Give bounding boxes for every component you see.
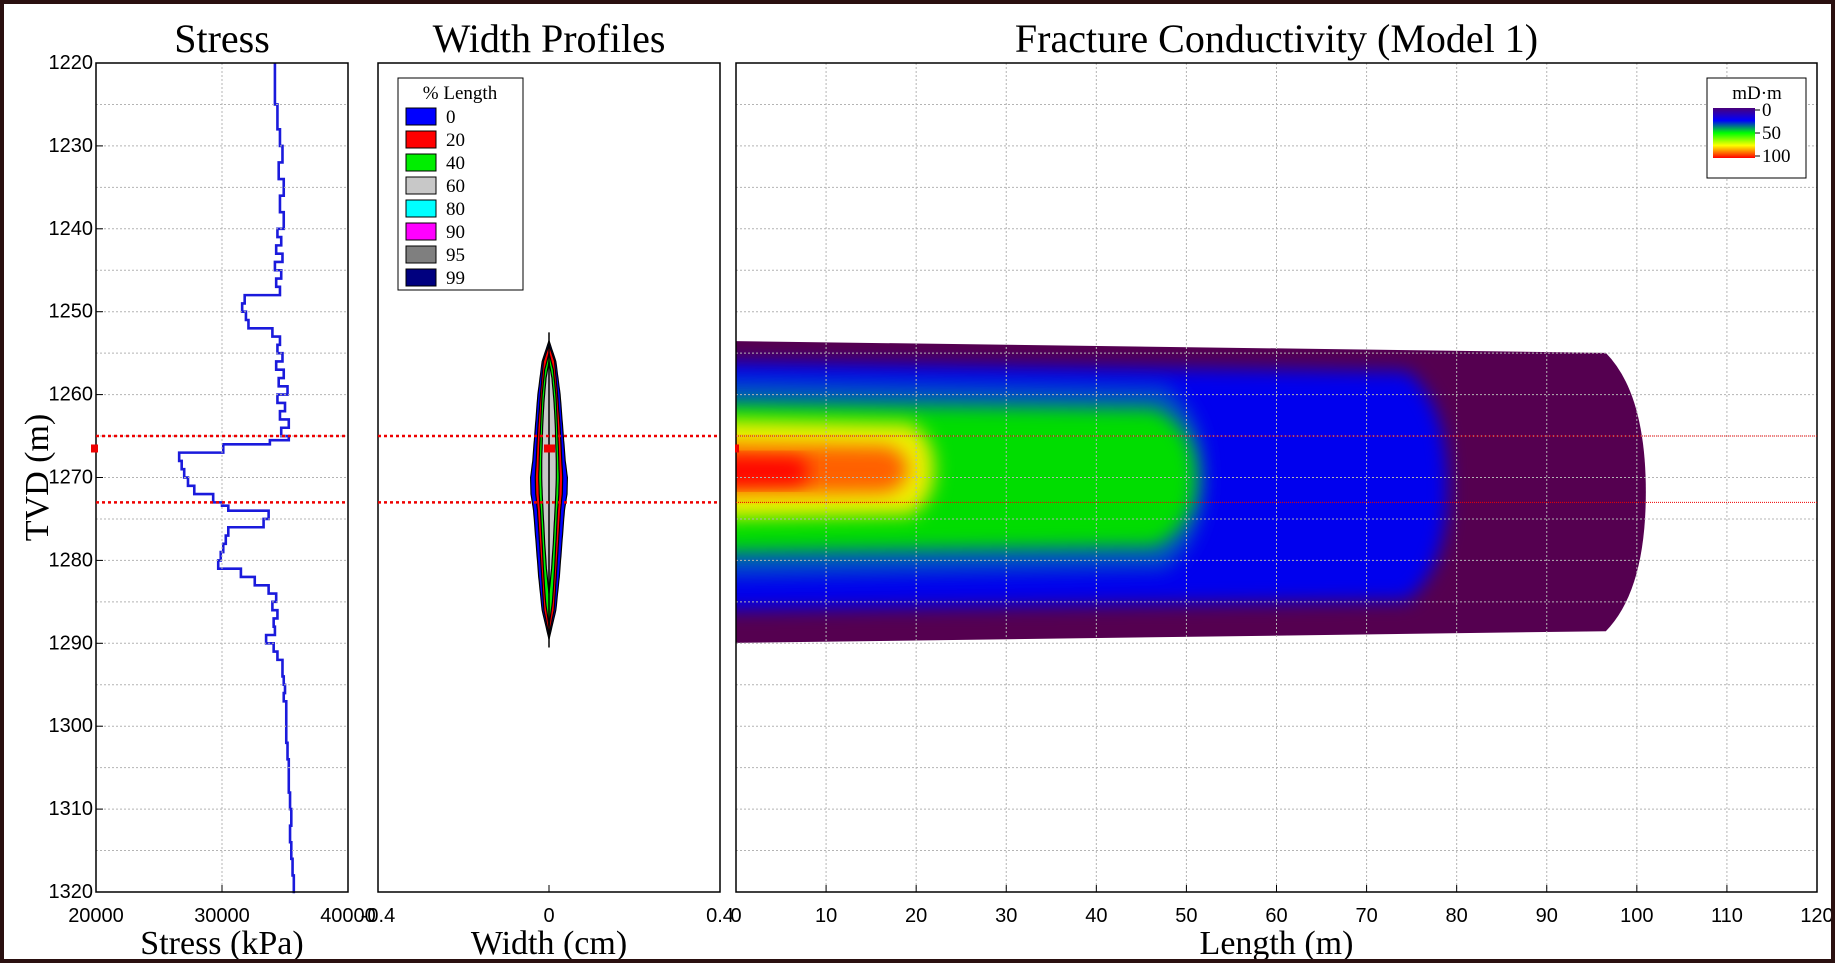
length-x-tick-label: 30 bbox=[995, 905, 1017, 927]
length-x-tick-label: 100 bbox=[1620, 905, 1653, 927]
legend-swatch-90 bbox=[405, 222, 437, 241]
width-x-tick-label: -0.4 bbox=[361, 905, 395, 927]
legend-swatch-0 bbox=[405, 107, 437, 126]
length-x-tick-label: 110 bbox=[1711, 905, 1743, 927]
length-x-tick-label: 120 bbox=[1800, 905, 1831, 927]
colorbar-title: mD·m bbox=[1732, 83, 1782, 104]
y-tick-label: 1230 bbox=[49, 135, 94, 157]
length-x-tick-label: 10 bbox=[815, 905, 837, 927]
chart-text: % Length020406080909599mD·m0501001220123… bbox=[19, 16, 1831, 959]
length-x-axis-label: Length (m) bbox=[1200, 925, 1354, 959]
stress-x-axis-label: Stress (kPa) bbox=[140, 925, 303, 959]
colorbar-label-100: 100 bbox=[1762, 146, 1791, 167]
legend-label-60: 60 bbox=[446, 176, 465, 197]
length-x-tick-label: 20 bbox=[905, 905, 927, 927]
legend-swatch-40 bbox=[405, 153, 437, 172]
legend-label-99: 99 bbox=[446, 268, 465, 289]
plot-frames bbox=[91, 62, 1818, 893]
length-x-tick-label: 80 bbox=[1446, 905, 1468, 927]
length-x-tick-label: 50 bbox=[1175, 905, 1197, 927]
chart-canvas: % Length 0 20 40 60 80 90 95 99 mD·m 0 50 100 1220 123… bbox=[4, 4, 1831, 959]
conductivity-panel-title: Fracture Conductivity (Model 1) bbox=[1015, 16, 1538, 61]
legend-label-40: 40 bbox=[446, 153, 465, 174]
legend-label-95: 95 bbox=[446, 245, 465, 266]
perforation-marker bbox=[735, 444, 739, 453]
stress-x-tick-label: 20000 bbox=[68, 905, 124, 927]
legend-swatch-95 bbox=[405, 245, 437, 264]
y-tick-label: 1320 bbox=[49, 881, 94, 903]
stress-x-tick-label: 40000 bbox=[320, 905, 376, 927]
y-tick-label: 1290 bbox=[49, 632, 94, 654]
plot-data bbox=[177, 63, 1646, 894]
legend-swatch-99 bbox=[405, 268, 437, 287]
width-x-axis-label: Width (cm) bbox=[471, 925, 627, 959]
colorbar-label-50: 50 bbox=[1762, 123, 1781, 144]
colorbar-label-0: 0 bbox=[1762, 100, 1772, 121]
legend-swatch-80 bbox=[405, 199, 437, 218]
legend-swatch-20 bbox=[405, 130, 437, 149]
y-tick-label: 1300 bbox=[49, 715, 94, 737]
width-x-tick-label: 0.4 bbox=[706, 905, 734, 927]
legend-label-20: 20 bbox=[446, 130, 465, 151]
length-x-tick-label: 60 bbox=[1265, 905, 1287, 927]
width-x-tick-label: 0 bbox=[543, 905, 554, 927]
legend-label-0: 0 bbox=[446, 107, 456, 128]
length-x-tick-label: 70 bbox=[1355, 905, 1377, 927]
perforation-marker bbox=[544, 444, 555, 453]
conductivity-zone-100 bbox=[736, 457, 809, 486]
width-panel-title: Width Profiles bbox=[433, 16, 666, 61]
chart-svg: % Length020406080909599mD·m0501001220123… bbox=[19, 16, 1831, 959]
legend-label-90: 90 bbox=[446, 222, 465, 243]
length-x-tick-label: 40 bbox=[1085, 905, 1107, 927]
y-tick-label: 1260 bbox=[49, 384, 94, 406]
length-x-tick-label: 90 bbox=[1536, 905, 1558, 927]
y-tick-label: 1280 bbox=[49, 549, 94, 571]
y-tick-label: 1240 bbox=[49, 218, 94, 240]
y-tick-label: 1250 bbox=[49, 301, 94, 323]
y-tick-label: 1270 bbox=[49, 467, 94, 489]
legend-label-80: 80 bbox=[446, 199, 465, 220]
y-axis-label: TVD (m) bbox=[19, 414, 56, 541]
y-tick-label: 1220 bbox=[49, 52, 94, 74]
length-x-tick-label: 0 bbox=[730, 905, 741, 927]
colorbar-ramp bbox=[1713, 108, 1755, 158]
conductivity-map bbox=[736, 341, 1646, 643]
stress-panel-title: Stress bbox=[174, 16, 270, 61]
width-legend-title: % Length bbox=[423, 83, 498, 104]
y-tick-label: 1310 bbox=[49, 798, 94, 820]
perforation-marker bbox=[91, 444, 98, 453]
legend-swatch-60 bbox=[405, 176, 437, 195]
stress-x-tick-label: 30000 bbox=[194, 905, 250, 927]
